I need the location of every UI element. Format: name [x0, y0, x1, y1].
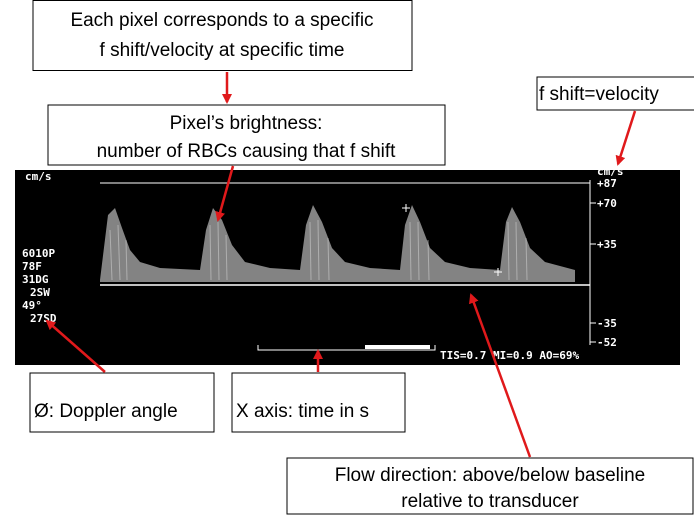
scale-label: +87	[597, 177, 617, 190]
time-bar-fill	[365, 345, 430, 349]
setting: 31DG	[22, 273, 49, 286]
setting: 6010P	[22, 247, 55, 260]
scale-label: +35	[597, 238, 617, 251]
setting: 2SW	[30, 286, 50, 299]
callout-text: number of RBCs causing that f shift	[97, 141, 397, 162]
setting: 27SD	[30, 312, 57, 325]
callout-text: Each pixel corresponds to a specific	[70, 10, 373, 31]
scale-label: +70	[597, 197, 617, 210]
scale-label: -52	[597, 336, 617, 349]
callout-text: f shift/velocity at specific time	[100, 40, 345, 61]
callout-text: Pixel’s brightness:	[170, 113, 323, 134]
callout-text: X axis: time in s	[236, 401, 369, 422]
scale-label: -35	[597, 317, 617, 330]
callout-text: f shift=velocity	[539, 84, 659, 105]
callout-text: relative to transducer	[401, 491, 579, 512]
status: TIS=0.7 MI=0.9 AO=69%	[440, 349, 579, 362]
arrow	[618, 111, 635, 164]
setting: 49°	[22, 299, 42, 312]
callout-text: Ø: Doppler angle	[34, 401, 178, 422]
setting: 78F	[22, 260, 42, 273]
callout-text: Flow direction: above/below baseline	[335, 465, 646, 486]
unit-label: cm/s	[25, 170, 52, 183]
diagram: cm/s cm/s +87 +70 +35 -35 -52 6010P 78F …	[0, 0, 694, 515]
